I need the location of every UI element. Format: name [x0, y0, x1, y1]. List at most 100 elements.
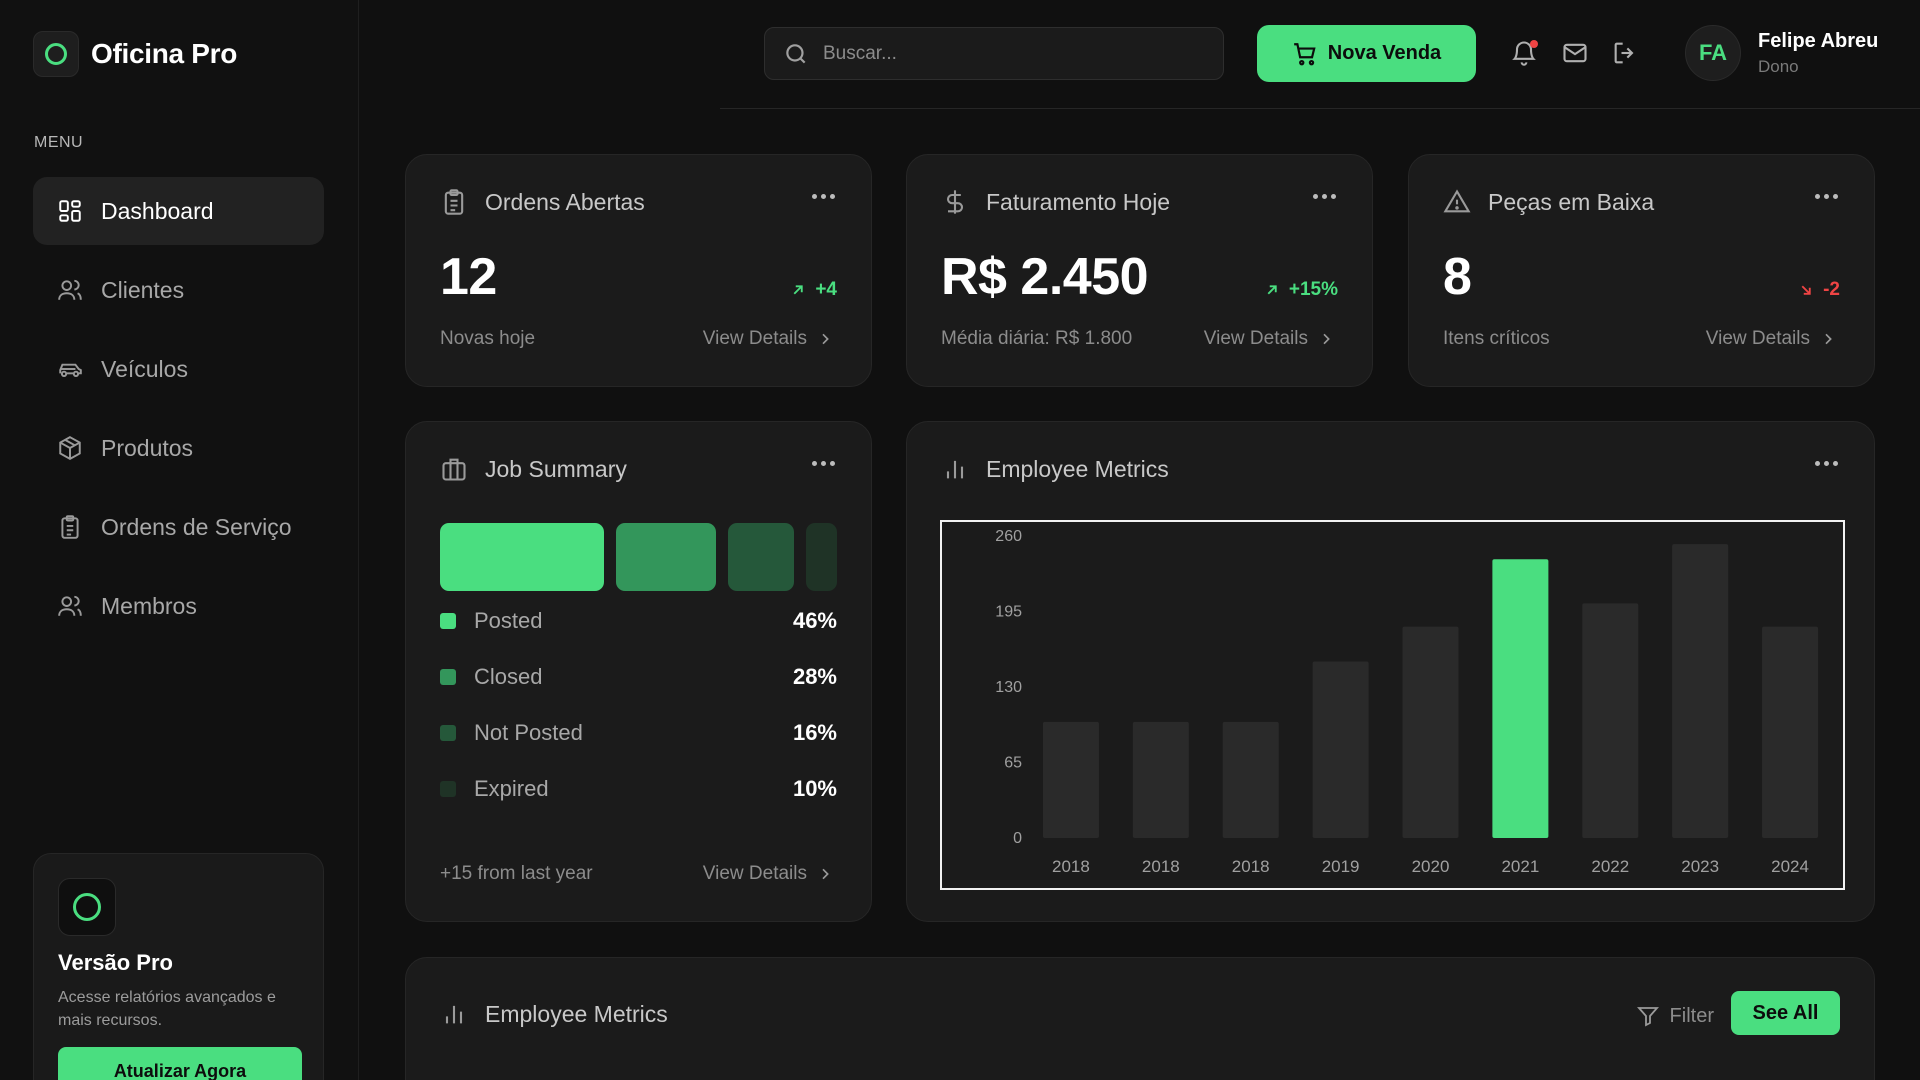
users-icon	[58, 279, 82, 300]
stat-delta: +15%	[1263, 279, 1338, 301]
sidebar-item-produtos[interactable]: Produtos	[33, 414, 324, 482]
search-icon	[786, 43, 806, 63]
segment-expired[interactable]	[806, 523, 837, 591]
sidebar-item-label: Ordens de Serviço	[101, 513, 292, 540]
sidebar-item-veiculos[interactable]: Veículos	[33, 335, 324, 403]
bar[interactable]	[1312, 661, 1369, 838]
sidebar-item-label: Clientes	[101, 276, 185, 303]
legend-item: Posted 46%	[440, 608, 837, 634]
bar[interactable]	[1672, 544, 1729, 838]
see-all-button[interactable]: See All	[1731, 991, 1840, 1035]
mail-icon[interactable]	[1561, 39, 1589, 67]
logo-icon	[33, 31, 79, 77]
x-tick-label: 2020	[1412, 857, 1450, 876]
search-input[interactable]	[823, 42, 1203, 65]
cart-icon	[1293, 42, 1316, 65]
legend-swatch	[440, 613, 456, 629]
segment-closed[interactable]	[616, 523, 716, 591]
new-sale-button[interactable]: Nova Venda	[1257, 25, 1476, 82]
view-details-label: View Details	[1705, 328, 1810, 349]
view-details-link[interactable]: View Details	[1204, 328, 1334, 350]
sidebar-item-label: Veículos	[101, 355, 188, 382]
bar[interactable]	[1222, 721, 1279, 838]
legend-item: Closed 28%	[440, 664, 837, 690]
view-details-label: View Details	[702, 328, 807, 349]
card-title: Employee Metrics	[986, 455, 1169, 482]
warning-icon	[1443, 189, 1471, 213]
x-tick-label: 2023	[1681, 857, 1719, 876]
bar[interactable]	[1042, 721, 1099, 838]
legend-label: Posted	[474, 608, 543, 633]
more-icon[interactable]	[1815, 194, 1838, 199]
car-icon	[59, 363, 82, 378]
more-icon[interactable]	[812, 194, 835, 199]
pro-card-description: Acesse relatórios avançados e mais recur…	[58, 989, 276, 1029]
more-icon[interactable]	[1313, 194, 1336, 199]
bar[interactable]	[1492, 559, 1549, 838]
legend-percent: 28%	[792, 664, 837, 689]
stat-delta-value: +15%	[1288, 279, 1338, 300]
y-tick-label: 260	[995, 528, 1022, 545]
logo-icon	[58, 878, 116, 936]
sidebar-item-ordens-de-servico[interactable]: Ordens de Serviço	[33, 493, 324, 561]
x-tick-label: 2018	[1142, 857, 1180, 876]
filter-icon	[1636, 1007, 1659, 1027]
logout-icon[interactable]	[1611, 39, 1639, 67]
view-details-label: View Details	[1203, 328, 1308, 349]
legend-item: Not Posted 16%	[440, 720, 837, 746]
view-details-link[interactable]: View Details	[1706, 328, 1836, 350]
stat-value: 12	[440, 248, 497, 306]
bar-chart-icon	[445, 1005, 463, 1024]
filter-button[interactable]: Filter	[1636, 1004, 1714, 1028]
employee-metrics-card: Employee Metrics 0 65 130 195 260 2018 2018 201…	[906, 421, 1875, 922]
x-tick-label: 2019	[1322, 857, 1360, 876]
view-details-link[interactable]: View Details	[703, 863, 833, 885]
sidebar-item-dashboard[interactable]: Dashboard	[33, 177, 324, 245]
arrow-up-right-icon	[1267, 285, 1277, 295]
segment-posted[interactable]	[440, 523, 604, 591]
chevron-right-icon	[1323, 333, 1330, 345]
card-title: Faturamento Hoje	[986, 188, 1171, 215]
y-tick-label: 65	[1004, 755, 1022, 772]
job-summary-bar	[440, 523, 837, 591]
stat-value: 8	[1443, 248, 1472, 306]
job-summary-footer: +15 from last year	[440, 863, 593, 884]
x-tick-label: 2022	[1591, 857, 1629, 876]
sidebar-item-membros[interactable]: Membros	[33, 572, 324, 640]
view-details-link[interactable]: View Details	[703, 328, 833, 350]
y-tick-label: 0	[1013, 830, 1022, 847]
sidebar-item-label: Membros	[101, 592, 197, 619]
more-icon[interactable]	[1815, 461, 1838, 466]
chevron-right-icon	[1825, 333, 1832, 345]
bar[interactable]	[1132, 721, 1189, 838]
pro-upgrade-card: Versão Pro Acesse relatórios avançados e…	[33, 853, 324, 1080]
card-title: Ordens Abertas	[485, 188, 645, 215]
chevron-right-icon	[822, 868, 829, 880]
sidebar: Oficina Pro MENU Dashboard Clientes Veíc…	[0, 0, 359, 1080]
bar[interactable]	[1762, 626, 1819, 838]
more-icon[interactable]	[812, 461, 835, 466]
bar-chart-svg: 0 65 130 195 260 2018 2018 2018 2019 2020 2021 2022…	[995, 528, 1819, 876]
sidebar-item-label: Dashboard	[101, 197, 214, 224]
search-bar[interactable]	[764, 27, 1224, 80]
stat-delta: -2	[1797, 279, 1840, 301]
sidebar-item-clientes[interactable]: Clientes	[33, 256, 324, 324]
avatar[interactable]: FA	[1685, 25, 1741, 81]
brand[interactable]: Oficina Pro	[33, 31, 237, 77]
y-tick-label: 195	[995, 604, 1022, 621]
stat-delta-value: +4	[815, 279, 837, 300]
stat-value: R$ 2.450	[941, 248, 1149, 306]
bell-icon[interactable]	[1510, 39, 1538, 67]
bar[interactable]	[1402, 626, 1459, 838]
card-title: Employee Metrics	[485, 1000, 668, 1027]
sidebar-nav: Dashboard Clientes Veículos Produtos Ord…	[33, 177, 324, 651]
view-details-label: View Details	[702, 863, 807, 884]
x-tick-label: 2024	[1771, 857, 1809, 876]
stat-card-pecas-em-baixa: Peças em Baixa 8 -2 Itens críticos View …	[1408, 154, 1875, 387]
bar[interactable]	[1582, 603, 1639, 838]
employee-metrics-chart: 0 65 130 195 260 2018 2018 2018 2019 2020 2021 2022…	[940, 520, 1845, 890]
segment-not-posted[interactable]	[728, 523, 794, 591]
employee-metrics-table-card: Employee Metrics Filter See All	[405, 957, 1875, 1080]
legend-item: Expired 10%	[440, 776, 837, 802]
upgrade-button[interactable]: Atualizar Agora	[58, 1047, 302, 1080]
